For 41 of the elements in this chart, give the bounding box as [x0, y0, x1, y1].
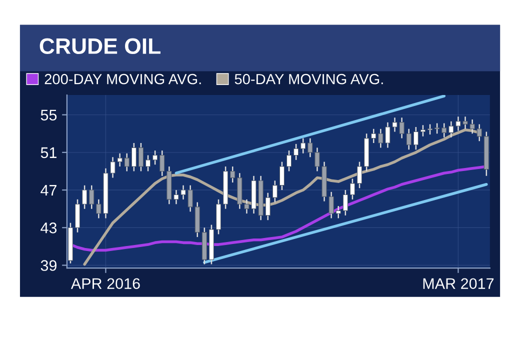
chart-title: CRUDE OIL	[40, 38, 160, 54]
candlestick	[131, 142, 136, 172]
candlestick	[350, 178, 355, 200]
candlestick	[74, 198, 80, 233]
candlestick	[434, 122, 440, 134]
x-tick-label: APR 2016	[70, 278, 140, 290]
legend-label: 200-DAY MOVING AVG.	[44, 74, 201, 84]
candlestick	[265, 192, 270, 221]
y-tick-label: 51	[40, 147, 56, 158]
y-tick-label: 47	[40, 185, 56, 196]
candlestick	[145, 154, 151, 172]
candlestick	[308, 138, 313, 158]
candlestick	[356, 161, 362, 189]
candlestick	[442, 122, 447, 138]
candlestick	[406, 128, 412, 150]
y-tick-label: 43	[40, 222, 57, 234]
candlestick	[413, 126, 418, 150]
candlestick	[272, 180, 278, 203]
candlestick	[279, 161, 285, 191]
y-tick-label: 55	[40, 110, 57, 120]
candlestick	[378, 128, 384, 148]
candlestick	[371, 128, 376, 144]
candlestick	[230, 166, 236, 184]
candlestick	[476, 124, 482, 142]
candlestick	[336, 205, 341, 219]
candlestick	[89, 184, 94, 210]
candlestick	[294, 143, 299, 161]
candlestick	[448, 120, 454, 138]
candlestick	[300, 138, 306, 154]
candlestick	[342, 189, 348, 216]
y-tick-label: 39	[40, 260, 57, 271]
legend-label: 50-DAY MOVING AVG.	[234, 74, 383, 84]
candlestick	[138, 142, 144, 172]
candlestick	[160, 150, 165, 177]
x-tick-label: MAR 2017	[423, 278, 494, 290]
candlestick	[286, 150, 292, 172]
candlestick	[427, 124, 433, 136]
candlestick	[82, 184, 88, 210]
candlestick	[124, 152, 130, 172]
candlestick	[420, 124, 426, 138]
candlestick	[152, 150, 158, 166]
